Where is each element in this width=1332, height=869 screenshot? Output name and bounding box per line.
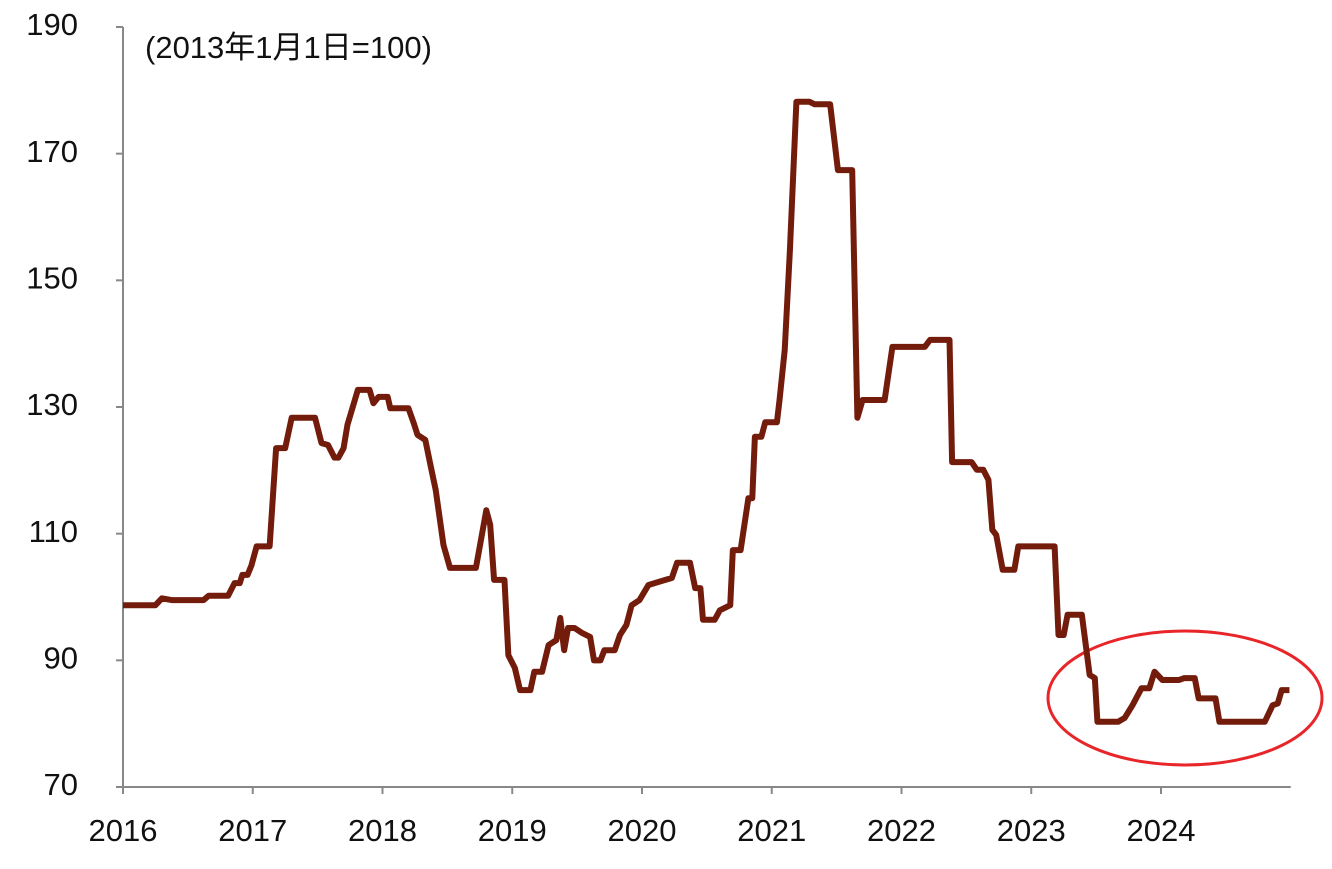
annotation: (2013年1月1日=100) <box>145 30 432 65</box>
y-tick-label: 130 <box>26 387 78 422</box>
data-line <box>123 98 1290 725</box>
y-tick-label: 150 <box>26 261 78 296</box>
x-tick-label: 2024 <box>1127 813 1196 848</box>
y-tick-label: 110 <box>29 514 78 549</box>
x-tick-label: 2021 <box>737 813 806 848</box>
x-tick-label: 2023 <box>997 813 1066 848</box>
y-tick-label: 190 <box>26 7 78 42</box>
highlight-ellipse <box>1046 629 1324 767</box>
y-tick-label: 90 <box>44 641 78 676</box>
x-tick-label: 2019 <box>478 813 547 848</box>
x-tick-label: 2020 <box>608 813 677 848</box>
y-tick-label: 70 <box>44 767 78 802</box>
x-tick-label: 2016 <box>89 813 158 848</box>
x-tick-label: 2017 <box>218 813 287 848</box>
y-tick-label: 170 <box>26 134 78 169</box>
x-tick-label: 2022 <box>867 813 936 848</box>
x-tick-label: 2018 <box>348 813 417 848</box>
